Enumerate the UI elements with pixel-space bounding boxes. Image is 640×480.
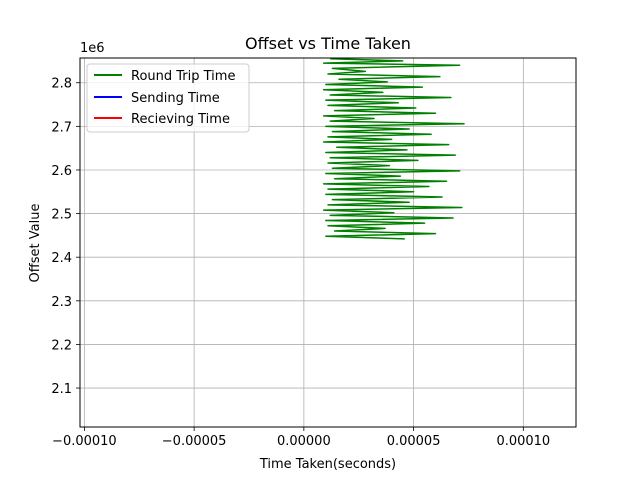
y-tick-label: 2.6: [51, 164, 72, 179]
y-axis-ticks: 2.1 2.2 2.3 2.4 2.5 2.6 2.7 2.8: [51, 77, 80, 397]
y-tick-label: 2.1: [51, 382, 72, 397]
x-tick-label: 0.00000: [277, 434, 331, 449]
legend-entry-round-trip: Round Trip Time: [131, 69, 235, 84]
plot-lines: [322, 57, 465, 240]
legend: Round Trip Time Sending Time Recieving T…: [86, 63, 250, 133]
y-tick-label: 2.8: [51, 77, 72, 92]
x-tick-label: −0.00005: [162, 434, 227, 449]
y-tick-label: 2.2: [51, 338, 72, 353]
legend-box: [86, 63, 250, 133]
x-tick-label: 0.00010: [496, 434, 550, 449]
y-tick-label: 2.4: [51, 251, 72, 266]
x-tick-label: −0.00010: [52, 434, 117, 449]
y-tick-label: 2.3: [51, 295, 72, 310]
grid-lines: [80, 58, 576, 427]
y-tick-label: 2.5: [51, 208, 72, 223]
x-axis-label: Time Taken(seconds): [259, 457, 396, 472]
y-axis-offset-label: 1e6: [80, 41, 105, 56]
x-tick-label: 0.00005: [387, 434, 441, 449]
legend-entry-recieving: Recieving Time: [131, 112, 230, 127]
series-line-0: [322, 57, 465, 240]
x-axis-ticks: −0.00010 −0.00005 0.00000 0.00005 0.00010: [52, 427, 550, 449]
plot-frame: [79, 57, 577, 428]
y-axis-label: Offset Value: [28, 204, 43, 283]
legend-entry-sending: Sending Time: [131, 91, 220, 106]
chart-title: Offset vs Time Taken: [245, 34, 411, 53]
y-tick-label: 2.7: [51, 120, 72, 135]
